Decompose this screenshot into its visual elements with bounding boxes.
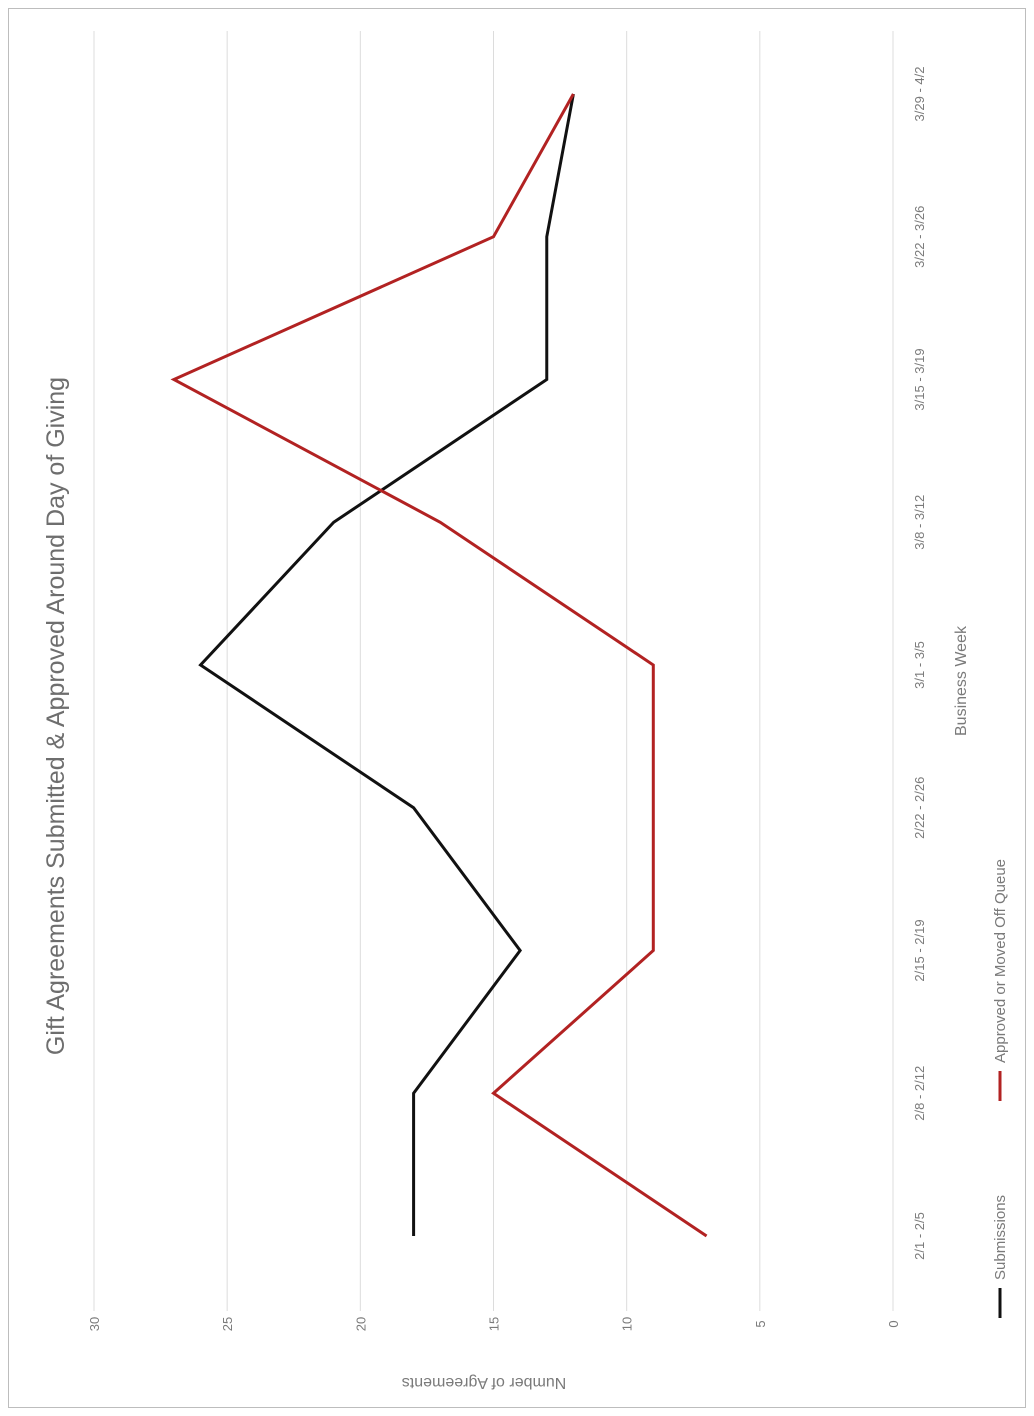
series-lines [170,93,708,1238]
y-axis-ticks: 0 5 10 15 20 25 30 [87,1317,901,1331]
x-axis-title: Business Week [953,625,970,736]
x-tick-label: 3/22 - 3/26 [912,206,927,268]
x-tick-label: 2/8 - 2/12 [912,1066,927,1121]
x-tick-label: 3/29 - 4/2 [912,67,927,122]
grid-lines [93,31,894,1311]
y-tick-label: 10 [620,1317,635,1331]
x-tick-label: 3/8 - 3/12 [912,495,927,550]
y-tick-label: 15 [487,1317,502,1331]
chart-frame [8,8,1026,1408]
series-line-approved [170,93,708,1238]
y-tick-label: 5 [753,1320,768,1327]
series-line-submissions [198,93,575,1236]
y-tick-label: 25 [220,1317,235,1331]
legend-label: Approved or Moved Off Queue [992,859,1009,1063]
legend: Submissions Approved or Moved Off Queue [992,859,1009,1318]
x-axis-ticks: 2/1 - 2/5 2/8 - 2/12 2/15 - 2/19 2/22 - 2/2… [912,67,927,1260]
x-tick-label: 2/15 - 2/19 [912,919,927,981]
y-axis-title: Number of Agreements [402,1374,567,1391]
chart-title: Gift Agreements Submitted & Approved Aro… [42,377,70,1055]
y-tick-label: 20 [353,1317,368,1331]
x-tick-label: 2/1 - 2/5 [912,1212,927,1260]
legend-label: Submissions [992,1195,1009,1280]
x-tick-label: 3/15 - 3/19 [912,348,927,410]
y-tick-label: 0 [886,1320,901,1327]
x-tick-label: 3/1 - 3/5 [912,641,927,689]
x-tick-label: 2/22 - 2/26 [912,777,927,839]
y-tick-label: 30 [87,1317,102,1331]
